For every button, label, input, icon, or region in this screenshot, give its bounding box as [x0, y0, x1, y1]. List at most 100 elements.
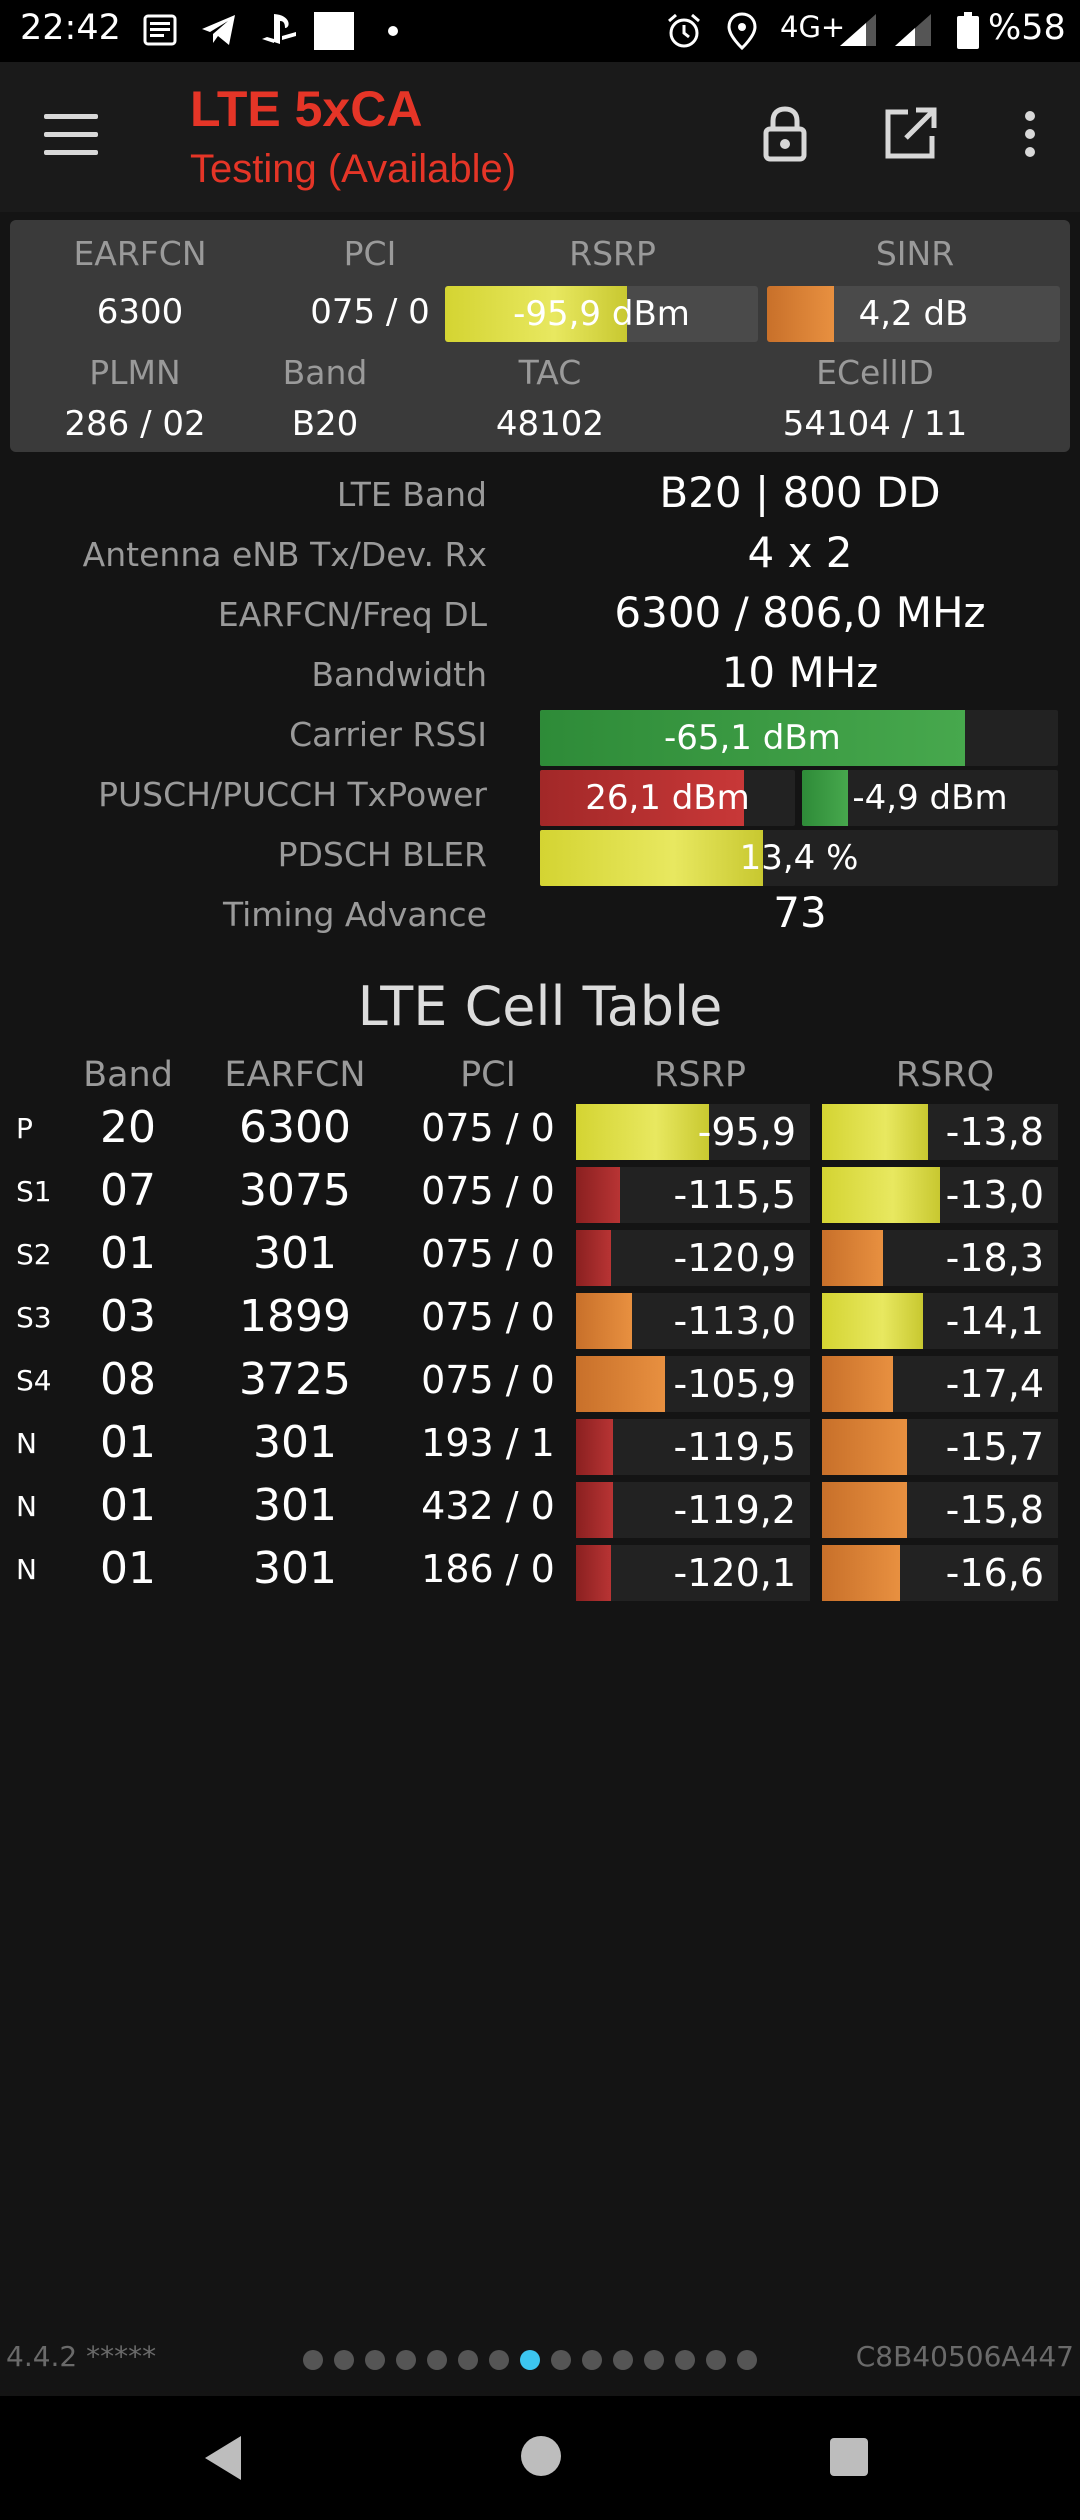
cell-rsrq-value: -13,8	[945, 1110, 1044, 1154]
cell-rsrp-fill	[576, 1167, 621, 1223]
cell-type: S4	[16, 1364, 52, 1397]
table-row: S3 03 1899 075 / 0 -113,0 -14,1	[0, 1291, 1080, 1351]
rssi-value: -65,1 dBm	[663, 718, 841, 758]
recents-icon[interactable]	[830, 2438, 868, 2476]
freq-label: EARFCN/Freq DL	[217, 595, 487, 634]
page-dot[interactable]	[334, 2350, 354, 2370]
rsrp-caption: RSRP	[569, 234, 656, 273]
table-row: P 20 6300 075 / 0 -95,9 -13,8	[0, 1102, 1080, 1162]
news-icon	[143, 14, 177, 46]
cell-pci: 075 / 0	[421, 1295, 555, 1339]
pucch-value: -4,9 dBm	[852, 778, 1008, 818]
telegram-icon	[202, 15, 235, 45]
rsrp-bar-fill	[445, 286, 627, 342]
cell-rsrp-fill	[576, 1293, 633, 1349]
menu-icon[interactable]	[44, 114, 98, 156]
page-dot[interactable]	[551, 2350, 571, 2370]
cell-rsrq-fill	[822, 1482, 907, 1538]
page-dot[interactable]	[489, 2350, 509, 2370]
cell-pci: 075 / 0	[421, 1232, 555, 1276]
cell-rsrp-value: -120,1	[673, 1551, 797, 1595]
cell-earfcn: 301	[253, 1417, 337, 1468]
table-row: N 01 301 432 / 0 -119,2 -15,8	[0, 1480, 1080, 1540]
page-dot[interactable]	[737, 2350, 757, 2370]
cell-rsrp-bar: -120,9	[576, 1230, 810, 1286]
signal-icon	[895, 14, 931, 46]
cell-band: 01	[100, 1480, 156, 1531]
page-dot[interactable]	[520, 2350, 540, 2370]
dot-icon	[388, 26, 398, 36]
page-dot[interactable]	[675, 2350, 695, 2370]
page-dot[interactable]	[458, 2350, 478, 2370]
rsrp-bar: -95,9 dBm	[445, 286, 758, 342]
cell-rsrp-bar: -105,9	[576, 1356, 810, 1412]
earfcn-value: 6300	[96, 292, 184, 332]
cell-pci: 075 / 0	[421, 1358, 555, 1402]
txpower-label: PUSCH/PUCCH TxPower	[98, 775, 487, 814]
cell-rsrq-bar: -13,0	[822, 1167, 1058, 1223]
page-dot[interactable]	[582, 2350, 602, 2370]
page-dot[interactable]	[644, 2350, 664, 2370]
sinr-value: 4,2 dB	[858, 294, 969, 334]
tac-value: 48102	[495, 404, 605, 444]
page-dot[interactable]	[706, 2350, 726, 2370]
table-row: N 01 301 186 / 0 -120,1 -16,6	[0, 1543, 1080, 1603]
page-dot[interactable]	[613, 2350, 633, 2370]
page-dot[interactable]	[396, 2350, 416, 2370]
cell-earfcn: 1899	[239, 1291, 351, 1342]
cell-rsrq-fill	[822, 1545, 900, 1601]
cell-type: S3	[16, 1301, 52, 1334]
cell-rsrq-bar: -13,8	[822, 1104, 1058, 1160]
pci-value: 075 / 0	[310, 292, 430, 332]
ecellid-value: 54104 / 11	[782, 404, 968, 444]
square-icon	[314, 12, 354, 50]
cell-rsrp-fill	[576, 1419, 614, 1475]
cell-pci: 432 / 0	[421, 1484, 555, 1528]
cell-rsrp-value: -119,5	[673, 1425, 797, 1469]
header-band: Band	[83, 1055, 173, 1095]
more-vert-icon[interactable]	[1000, 104, 1060, 164]
bler-bar-fill	[540, 830, 763, 886]
cell-band: 20	[100, 1102, 156, 1153]
header-rsrq: RSRQ	[895, 1055, 995, 1095]
rssi-label: Carrier RSSI	[289, 715, 487, 754]
lte-band-value: B20 | 800 DD	[659, 468, 941, 517]
pucch-bar: -4,9 dBm	[802, 770, 1058, 826]
app-title: LTE 5xCA	[190, 81, 423, 137]
earfcn-caption: EARFCN	[73, 234, 207, 273]
playstation-icon	[262, 14, 296, 44]
alarm-icon	[668, 13, 700, 48]
cell-rsrp-bar: -119,2	[576, 1482, 810, 1538]
location-icon	[727, 12, 757, 50]
page-dot[interactable]	[303, 2350, 323, 2370]
open-external-icon[interactable]	[880, 104, 940, 164]
cell-rsrp-fill	[576, 1230, 612, 1286]
pusch-bar: 26,1 dBm	[540, 770, 795, 826]
cell-rsrp-value: -119,2	[673, 1488, 797, 1532]
cell-earfcn: 3075	[239, 1165, 351, 1216]
cell-rsrq-value: -13,0	[945, 1173, 1044, 1217]
back-icon[interactable]	[205, 2436, 241, 2480]
cell-rsrp-fill	[576, 1104, 710, 1160]
lock-icon[interactable]	[755, 104, 815, 164]
cell-rsrq-fill	[822, 1356, 893, 1412]
table-row: S4 08 3725 075 / 0 -105,9 -17,4	[0, 1354, 1080, 1414]
app-subtitle: Testing (Available)	[190, 147, 517, 191]
page-dot[interactable]	[427, 2350, 447, 2370]
app-bar: LTE 5xCA Testing (Available)	[0, 62, 1080, 212]
ecellid-caption: ECellID	[816, 353, 934, 392]
battery-level: %58	[988, 8, 1066, 48]
home-icon[interactable]	[521, 2436, 561, 2476]
cell-table-title: LTE Cell Table	[357, 975, 723, 1038]
clock: 22:42	[20, 8, 121, 48]
header-rsrp: RSRP	[654, 1055, 746, 1095]
cell-rsrp-value: -113,0	[673, 1299, 797, 1343]
cell-rsrq-value: -16,6	[945, 1551, 1044, 1595]
bler-value: 13,4 %	[739, 838, 859, 878]
bler-label: PDSCH BLER	[277, 835, 487, 874]
network-type: 4G+	[780, 10, 846, 44]
page-dot[interactable]	[365, 2350, 385, 2370]
cell-pci: 193 / 1	[421, 1421, 555, 1465]
cell-earfcn: 301	[253, 1480, 337, 1531]
cell-rsrq-bar: -17,4	[822, 1356, 1058, 1412]
